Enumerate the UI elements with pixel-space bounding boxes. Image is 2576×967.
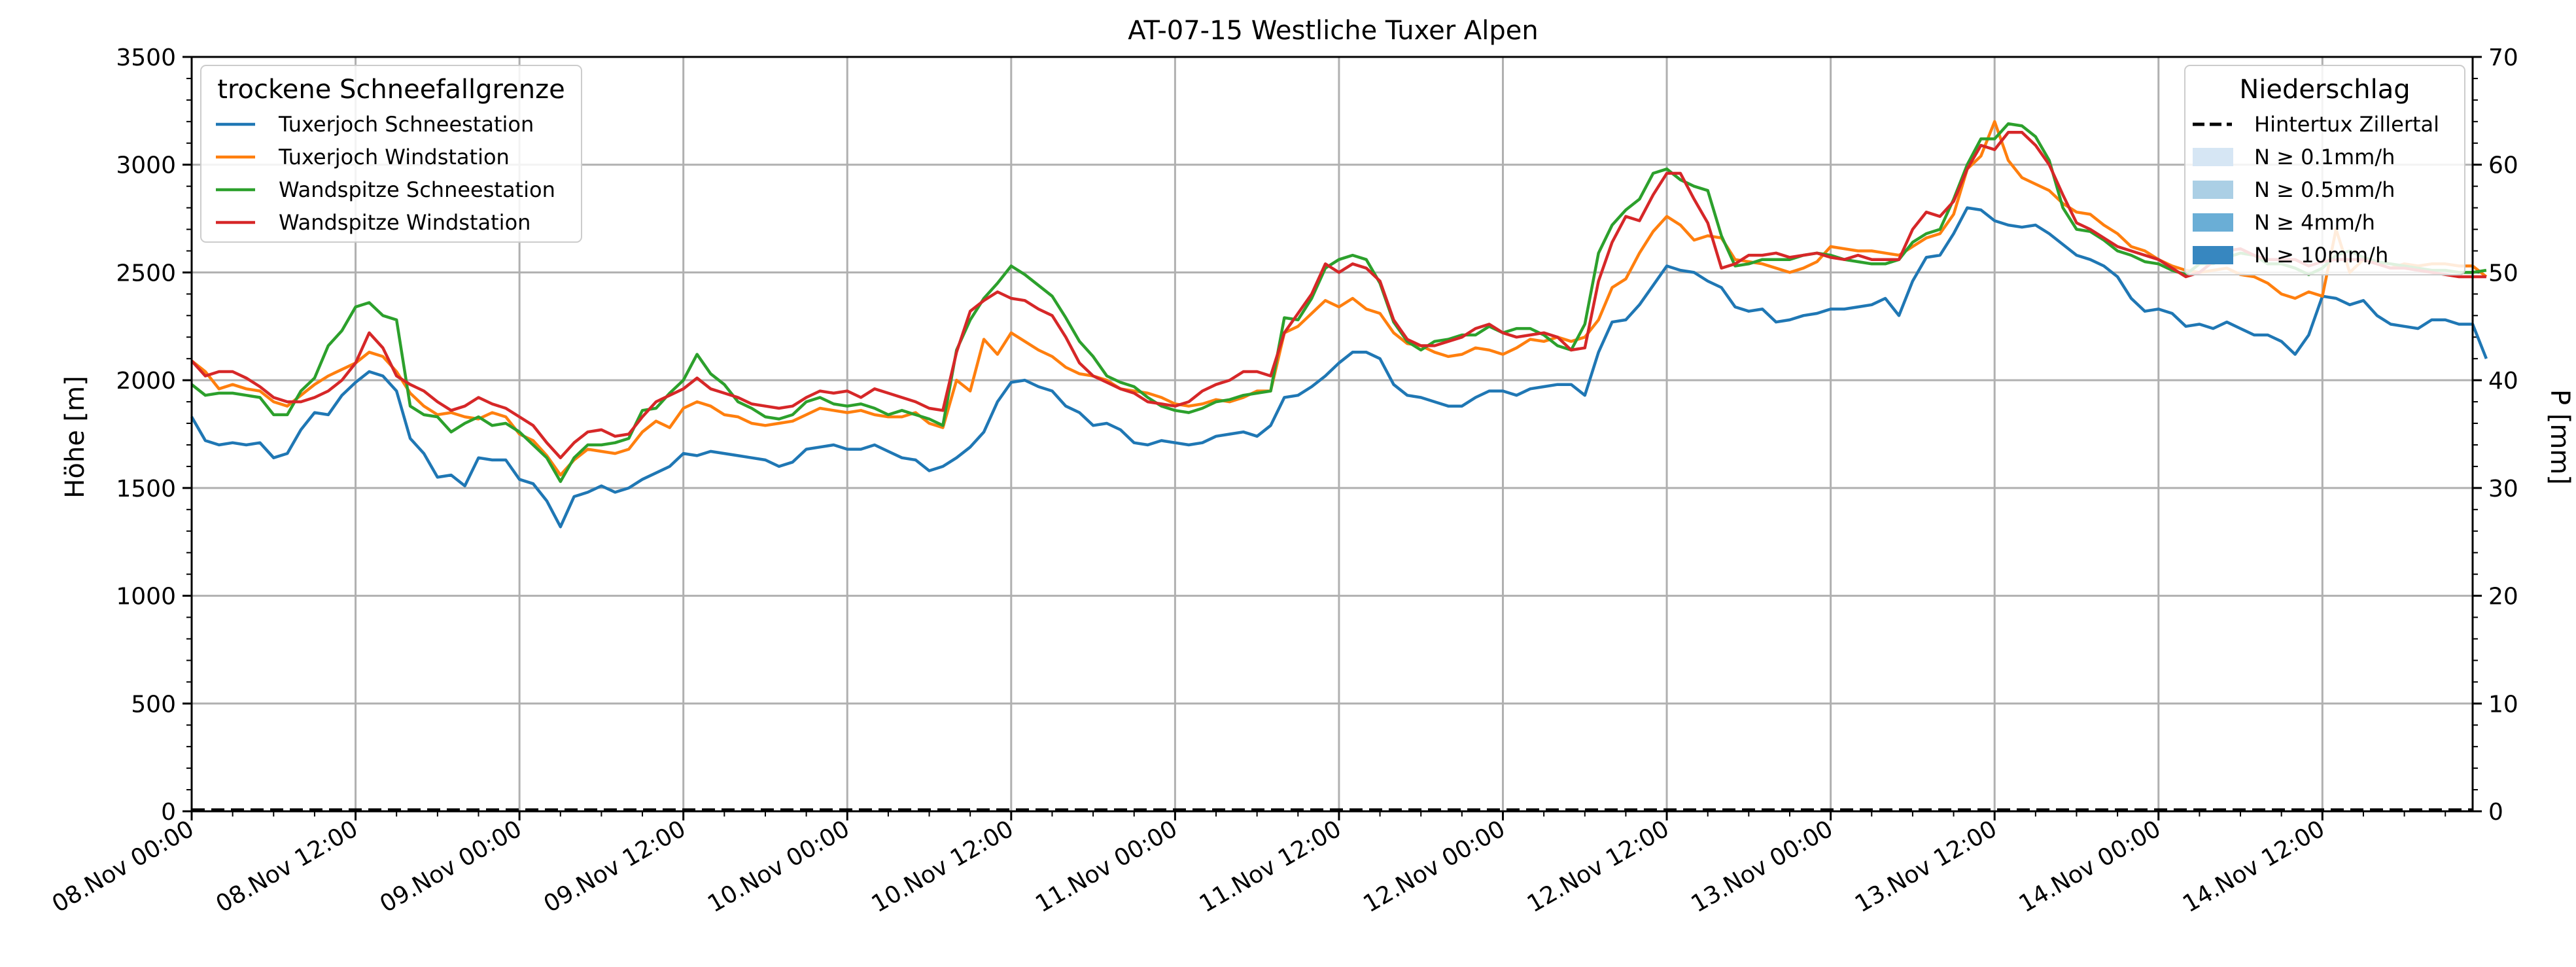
legend-label: N ≥ 4mm/h [2254, 210, 2375, 235]
y2-tick-label: 50 [2488, 260, 2518, 287]
x-tick-label: 11.Nov 12:00 [1195, 815, 1346, 918]
plot-frame [190, 56, 2474, 813]
y-tick-label: 3000 [116, 152, 176, 179]
y-tick-label: 3500 [116, 44, 176, 71]
x-tick-label: 12.Nov 00:00 [1359, 815, 1510, 918]
legend-swatch-patch [2193, 246, 2233, 264]
chart-title: AT-07-15 Westliche Tuxer Alpen [1128, 16, 1538, 46]
x-tick-label: 13.Nov 12:00 [1851, 815, 2002, 918]
y-tick-label: 2000 [116, 368, 176, 395]
legend-title-right: Niederschlag [2239, 75, 2410, 105]
x-tick-label: 13.Nov 00:00 [1686, 815, 1837, 918]
legend-box-right [2184, 65, 2465, 275]
legend-label: N ≥ 0.1mm/h [2254, 145, 2395, 169]
legend-title-left: trockene Schneefallgrenze [217, 75, 565, 105]
x-tick-label: 14.Nov 12:00 [2178, 815, 2329, 918]
y-tick-label: 2500 [116, 260, 176, 287]
y2-tick-label: 60 [2488, 152, 2518, 179]
legend-swatch-patch [2193, 181, 2233, 199]
y2-tick-label: 10 [2488, 691, 2518, 718]
legend-box-left [200, 65, 582, 243]
legend-label: Tuxerjoch Schneestation [278, 112, 534, 137]
x-tick-label: 11.Nov 00:00 [1031, 815, 1182, 918]
legend-swatch-patch [2193, 213, 2233, 232]
y-tick-label: 1000 [116, 584, 176, 610]
legend-label: N ≥ 10mm/h [2254, 243, 2388, 268]
x-tick-label: 08.Nov 00:00 [48, 815, 199, 918]
x-tick-label: 08.Nov 12:00 [211, 815, 362, 918]
y-tick-label: 500 [131, 691, 176, 718]
legend-label: Wandspitze Schneestation [279, 177, 555, 202]
legend-label: Hintertux Zillertal [2254, 112, 2439, 137]
x-tick-label: 12.Nov 12:00 [1523, 815, 1674, 918]
y-tick-label: 1500 [116, 476, 176, 502]
y2-axis-title: P [mm] [2545, 389, 2575, 485]
legend-swatch-patch [2193, 148, 2233, 166]
legend-label: Wandspitze Windstation [279, 210, 531, 235]
y-axis-title: Höhe [m] [60, 376, 90, 498]
y2-tick-label: 0 [2488, 799, 2503, 826]
y2-tick-label: 70 [2488, 44, 2518, 71]
legend-label: N ≥ 0.5mm/h [2254, 177, 2395, 202]
series-line-3 [190, 122, 2487, 484]
y2-tick-label: 20 [2488, 584, 2518, 610]
series-line-4 [190, 131, 2486, 459]
x-tick-label: 09.Nov 12:00 [540, 815, 691, 918]
y2-tick-label: 30 [2488, 476, 2518, 502]
legend-label: Tuxerjoch Windstation [278, 145, 510, 169]
series-line-1 [190, 206, 2488, 529]
x-tick-label: 10.Nov 12:00 [867, 815, 1018, 918]
x-tick-label: 14.Nov 00:00 [2015, 815, 2166, 918]
y2-tick-label: 40 [2488, 368, 2518, 395]
x-tick-label: 10.Nov 00:00 [703, 815, 854, 918]
y-tick-label: 0 [161, 799, 176, 826]
x-tick-label: 09.Nov 00:00 [375, 815, 527, 918]
